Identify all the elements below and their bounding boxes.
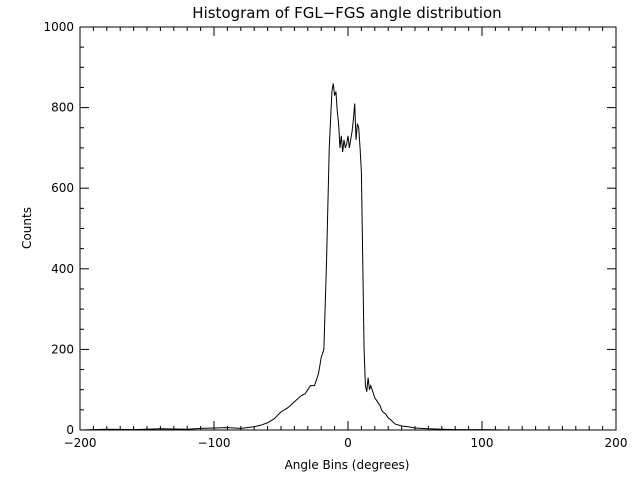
y-axis-ticks [80, 26, 616, 431]
x-axis-label: Angle Bins (degrees) [285, 458, 410, 472]
x-axis-tick-labels: −200 −100 0 100 200 [64, 436, 628, 450]
y-tick-label: 200 [51, 342, 74, 356]
x-tick-label: −200 [64, 436, 97, 450]
chart-title: Histogram of FGL−FGS angle distribution [192, 4, 501, 22]
y-axis-label: Counts [20, 207, 34, 249]
y-tick-label: 800 [51, 101, 74, 115]
histogram-line [79, 83, 616, 431]
y-tick-label: 600 [51, 181, 74, 195]
x-tick-label: 0 [344, 436, 352, 450]
x-axis-ticks [79, 27, 617, 430]
x-tick-label: 100 [471, 436, 494, 450]
y-tick-label: 400 [51, 262, 74, 276]
y-axis-tick-labels: 0 200 400 600 800 1000 [43, 20, 74, 437]
x-tick-label: 200 [605, 436, 628, 450]
x-tick-label: −100 [198, 436, 231, 450]
plot-frame [79, 26, 617, 431]
y-tick-label: 1000 [43, 20, 74, 34]
y-tick-label: 0 [66, 423, 74, 437]
